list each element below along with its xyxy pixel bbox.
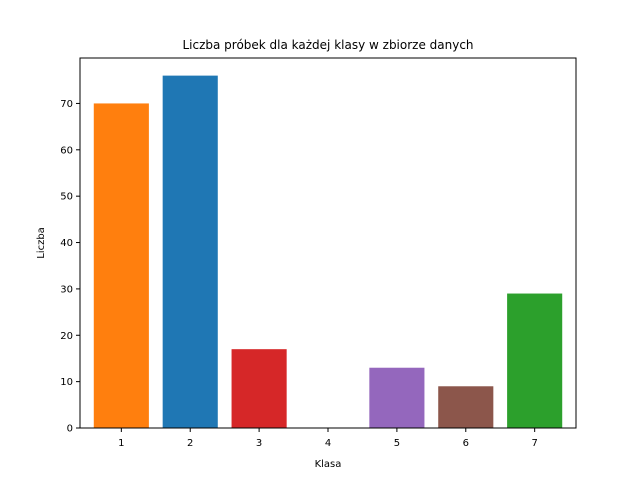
y-tick-label: 50 — [60, 192, 73, 203]
x-tick-label: 6 — [463, 438, 469, 449]
bar-class-1 — [93, 103, 149, 428]
x-tick-label: 4 — [325, 438, 331, 449]
bar-class-6 — [438, 386, 494, 428]
y-tick-label: 40 — [60, 238, 73, 249]
y-tick-label: 0 — [67, 424, 73, 435]
bar-class-2 — [162, 75, 218, 428]
x-tick-label: 7 — [531, 438, 537, 449]
bar-class-7 — [507, 293, 563, 428]
y-tick-label: 10 — [60, 377, 73, 388]
x-tick-label: 2 — [187, 438, 193, 449]
x-tick-label: 5 — [394, 438, 400, 449]
bar-class-5 — [369, 367, 425, 428]
y-tick-label: 30 — [60, 284, 73, 295]
plot-frame — [79, 57, 577, 429]
bar-class-3 — [231, 349, 287, 428]
y-axis-label: Liczba — [36, 227, 47, 259]
x-tick-label: 1 — [118, 438, 124, 449]
y-tick-label: 20 — [60, 331, 73, 342]
chart-title: Liczba próbek dla każdej klasy w zbiorze… — [182, 38, 473, 52]
y-ticks-group: 0 10 20 30 40 50 60 70 — [60, 99, 80, 435]
x-ticks-group: 1 2 3 4 5 6 7 — [118, 428, 538, 449]
bars-group — [93, 75, 563, 428]
y-tick-label: 70 — [60, 99, 73, 110]
y-tick-label: 60 — [60, 145, 73, 156]
x-tick-label: 3 — [256, 438, 262, 449]
x-axis-label: Klasa — [315, 459, 342, 470]
